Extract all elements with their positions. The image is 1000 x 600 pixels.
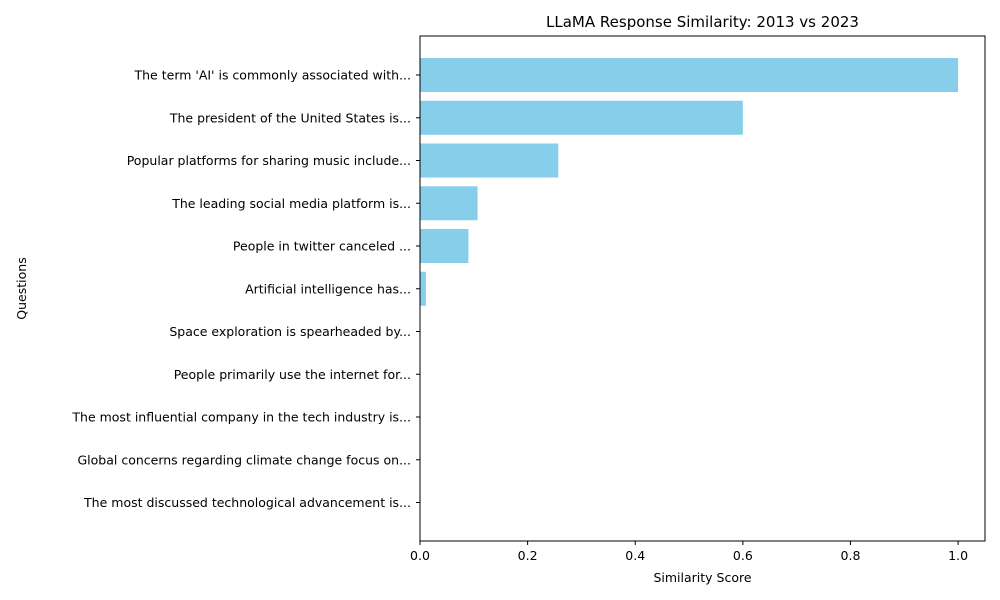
y-tick-label: Global concerns regarding climate change… (77, 452, 411, 467)
y-tick-label: The leading social media platform is... (171, 196, 411, 211)
y-tick-label: The most discussed technological advance… (83, 495, 411, 510)
x-axis-ticks: 0.0 0.2 0.4 0.6 0.8 1.0 (410, 541, 968, 563)
y-tick-label: The most influential company in the tech… (71, 410, 411, 425)
bar (420, 186, 478, 221)
chart-title: LLaMA Response Similarity: 2013 vs 2023 (546, 13, 859, 31)
bar (420, 271, 426, 306)
x-axis-label: Similarity Score (653, 570, 751, 585)
x-tick-label: 0.0 (410, 548, 430, 563)
bar (420, 229, 469, 263)
x-tick-label: 0.6 (733, 548, 753, 563)
bar (420, 100, 743, 135)
y-axis-label: Questions (14, 257, 29, 319)
x-tick-label: 0.2 (518, 548, 538, 563)
bar (420, 143, 559, 178)
y-tick-label: Popular platforms for sharing music incl… (127, 153, 411, 168)
x-tick-label: 1.0 (948, 548, 968, 563)
bars-layer (420, 58, 959, 306)
y-tick-label: Space exploration is spearheaded by... (169, 324, 411, 339)
y-tick-label: People in twitter canceled ... (233, 239, 411, 254)
y-axis-ticks: The term 'AI' is commonly associated wit… (71, 68, 420, 510)
x-tick-label: 0.4 (625, 548, 645, 563)
y-tick-label: People primarily use the internet for... (174, 367, 411, 382)
y-tick-label: Artificial intelligence has... (245, 281, 411, 296)
y-tick-label: The president of the United States is... (169, 110, 411, 125)
y-tick-label: The term 'AI' is commonly associated wit… (134, 68, 412, 83)
bar (420, 58, 959, 92)
x-tick-label: 0.8 (841, 548, 861, 563)
